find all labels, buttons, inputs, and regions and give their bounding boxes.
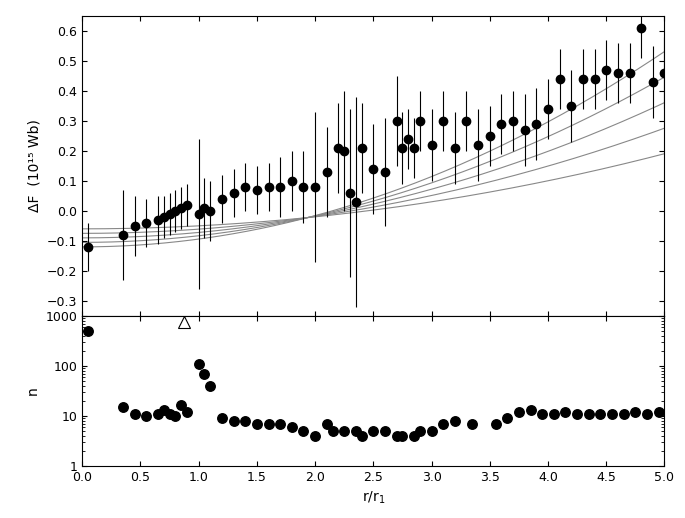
Point <box>193 360 204 368</box>
Point <box>199 370 210 378</box>
Point <box>350 427 362 435</box>
Point <box>216 414 227 423</box>
Point <box>286 423 297 431</box>
Point <box>327 427 338 435</box>
Point <box>607 410 618 418</box>
Y-axis label: n: n <box>26 387 40 395</box>
Point <box>397 432 408 440</box>
Point <box>414 427 425 435</box>
Point <box>170 412 181 420</box>
Point <box>583 410 594 418</box>
Point <box>537 410 548 418</box>
Point <box>513 408 524 416</box>
Point <box>548 410 559 418</box>
Point <box>630 408 640 416</box>
Point <box>164 410 175 418</box>
Point <box>379 427 390 435</box>
Point <box>501 414 512 423</box>
Point <box>275 420 286 428</box>
Point <box>263 420 274 428</box>
Point <box>653 408 664 416</box>
Point <box>152 410 163 418</box>
Point <box>618 410 629 418</box>
Point <box>205 382 216 390</box>
Point <box>310 432 321 440</box>
Point <box>391 432 402 440</box>
Point <box>338 427 349 435</box>
Point <box>438 420 449 428</box>
Point <box>175 400 186 409</box>
Point <box>298 427 309 435</box>
Point <box>82 327 93 335</box>
Point <box>466 420 477 428</box>
Point <box>449 417 460 425</box>
Point <box>368 427 379 435</box>
Point <box>228 417 239 425</box>
Y-axis label: ΔF  (10¹⁵ Wb): ΔF (10¹⁵ Wb) <box>27 119 41 212</box>
Point <box>356 432 367 440</box>
Point <box>426 427 437 435</box>
Point <box>490 420 501 428</box>
Point <box>240 417 251 425</box>
Point <box>251 420 262 428</box>
Point <box>321 420 332 428</box>
Point <box>571 410 582 418</box>
Point <box>408 432 419 440</box>
X-axis label: r/r$_1$: r/r$_1$ <box>362 490 385 506</box>
Point <box>118 403 129 411</box>
Point <box>595 410 606 418</box>
Point <box>129 410 140 418</box>
Point <box>525 406 536 414</box>
Point <box>641 410 652 418</box>
Point <box>158 406 169 414</box>
Point <box>560 408 571 416</box>
Point <box>182 408 192 416</box>
Point <box>141 412 152 420</box>
